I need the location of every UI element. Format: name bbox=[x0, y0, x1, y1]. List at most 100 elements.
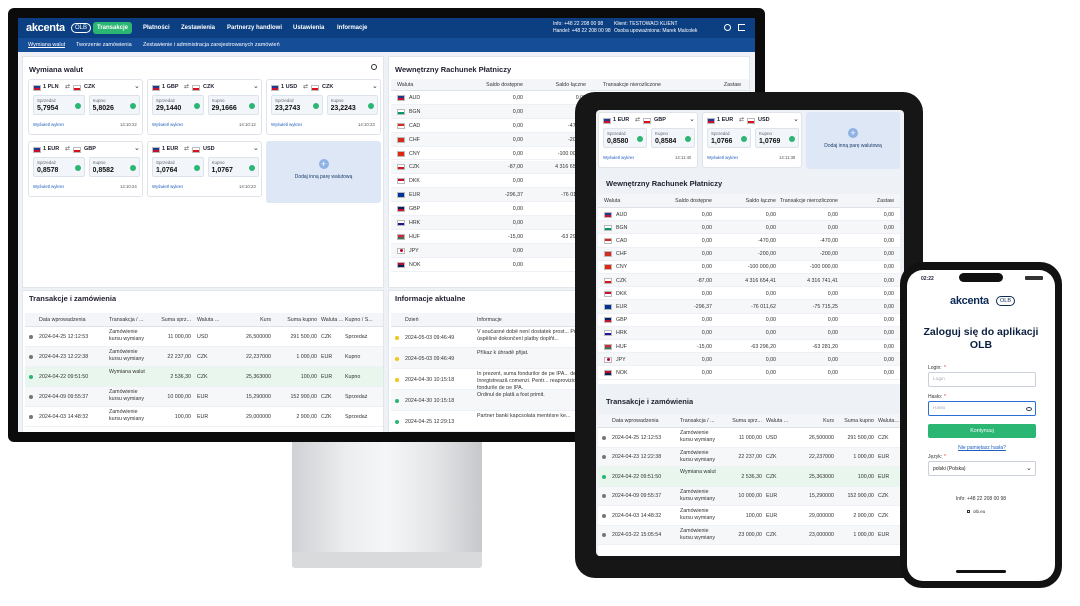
flag bbox=[152, 147, 160, 153]
text-input[interactable]: Login bbox=[928, 372, 1036, 387]
monitor-foot bbox=[292, 552, 482, 568]
rate-label: Kupno bbox=[330, 98, 344, 103]
rate-value: 1,0769 bbox=[759, 138, 781, 145]
chart-link[interactable]: Wyświetl wykres bbox=[152, 122, 184, 127]
nav-item[interactable]: Zestawienia bbox=[181, 25, 216, 31]
cell: 0,00 bbox=[765, 356, 776, 363]
cell: Zamówienie kursu wymiany bbox=[680, 449, 716, 463]
cell: 0,00 bbox=[512, 261, 523, 268]
cell: CAD bbox=[616, 237, 628, 244]
rate-box: Sprzedaż 23,2743 bbox=[271, 95, 323, 115]
table-row: 2024-04-03 14:48:32 Zamówienie kursu wymi… bbox=[598, 506, 900, 526]
login-title: Zaloguj się do aplikacji OLB bbox=[923, 326, 1039, 351]
add-pair-card[interactable]: + Dodaj inną parę walutową bbox=[266, 141, 381, 203]
cell: EUR bbox=[409, 192, 421, 199]
help-icon[interactable] bbox=[724, 24, 731, 31]
settings-icon[interactable] bbox=[371, 64, 377, 70]
nav-item[interactable]: Informacje bbox=[337, 25, 368, 31]
cell: -470,00 bbox=[758, 237, 776, 244]
chart-link[interactable]: Wyświetl wykres bbox=[33, 122, 65, 127]
rate-action[interactable] bbox=[685, 136, 691, 142]
transactions-panel: Transakcje i zamówienia Data wprowadzenia… bbox=[22, 290, 384, 432]
rate-action[interactable] bbox=[789, 136, 795, 142]
tablet-screen: 1 EUR ⇄ GBP ⌄ Sprzedaż 0,8580 Kupno 0,8584 Wyświ… bbox=[596, 110, 904, 556]
top-bar: akcenta OLB Transakcje Płatności Zestawienia… bbox=[18, 18, 755, 38]
status-dot bbox=[395, 335, 399, 340]
table-row: 2024-04-22 09:51:50 Wymiana walut 2 536,30… bbox=[25, 367, 383, 387]
rate-action[interactable] bbox=[637, 136, 643, 142]
rate-action[interactable] bbox=[193, 103, 200, 109]
swap-icon: ⇄ bbox=[65, 84, 71, 90]
chevron[interactable]: ⌄ bbox=[372, 83, 378, 90]
cell: 291 500,00 bbox=[290, 334, 317, 340]
rate-action[interactable] bbox=[249, 103, 255, 109]
cell: 2 536,30 bbox=[741, 473, 762, 480]
chevron[interactable]: ⌄ bbox=[134, 83, 140, 90]
rate-action[interactable] bbox=[74, 165, 81, 171]
rate-action[interactable] bbox=[130, 165, 136, 171]
table-row: 2024-04-23 12:22:38 Zamówienie kursu wymi… bbox=[598, 447, 900, 467]
rate-action[interactable] bbox=[312, 103, 319, 109]
chart-link[interactable]: Wyświetl wykres bbox=[707, 155, 739, 160]
cell: Zamówienie kursu wymiany bbox=[109, 329, 145, 342]
submit-button[interactable]: Kontynuuj bbox=[928, 424, 1036, 438]
table-row: 2024-04-25 12:12:53 Zamówienie kursu wymi… bbox=[598, 428, 900, 448]
rate-action[interactable] bbox=[193, 165, 200, 171]
cell: 2024-04-25 12:12:53 bbox=[39, 334, 89, 340]
flag bbox=[397, 220, 405, 227]
chart-link[interactable]: Wyświetl wykres bbox=[603, 155, 635, 160]
chevron[interactable]: ⌄ bbox=[689, 116, 695, 123]
cell: 0,00 bbox=[701, 369, 712, 376]
cell: 0,00 bbox=[827, 211, 838, 218]
flag bbox=[604, 211, 612, 218]
table-row: JPY 0,00 0,00 0,00 0,00 bbox=[598, 353, 900, 367]
cell: 2 900,00 bbox=[296, 414, 317, 420]
sub-nav-item[interactable]: Wymiana walut bbox=[28, 42, 66, 48]
rate-action[interactable] bbox=[368, 103, 374, 109]
rate-action[interactable] bbox=[741, 136, 747, 142]
rate-box: Kupno 1,0767 bbox=[207, 157, 259, 177]
flag bbox=[397, 192, 405, 199]
placeholder: Hasło bbox=[933, 406, 946, 411]
rate-action[interactable] bbox=[249, 165, 255, 171]
chart-link[interactable]: Wyświetl wykres bbox=[33, 184, 65, 189]
nav-item[interactable]: Płatności bbox=[143, 25, 170, 31]
nav-item[interactable]: Ustawienia bbox=[293, 25, 325, 31]
rate-box: Sprzedaż 1,0764 bbox=[152, 157, 204, 177]
cell: 2024-04-03 14:48:32 bbox=[39, 414, 89, 420]
rate-value: 1,0766 bbox=[711, 138, 733, 145]
status-icons bbox=[1025, 276, 1043, 280]
chevron[interactable]: ⌄ bbox=[253, 145, 259, 152]
text-input[interactable]: Hasło bbox=[928, 401, 1036, 416]
nav-item[interactable]: Transakcje bbox=[93, 22, 133, 34]
status-dot bbox=[395, 377, 399, 382]
rate-action[interactable] bbox=[130, 103, 136, 109]
cell: 0,00 bbox=[512, 206, 523, 213]
add-pair-card[interactable]: + Dodaj inną parę walutową bbox=[806, 112, 900, 169]
rate-value: 23,2743 bbox=[275, 105, 301, 112]
status-dot bbox=[29, 335, 33, 339]
chart-link[interactable]: Wyświetl wykres bbox=[271, 122, 303, 127]
rate-value: 23,2243 bbox=[330, 105, 356, 112]
cell: Zamówienie kursu wymiany bbox=[109, 409, 145, 422]
field-label: Hasło: bbox=[928, 394, 943, 400]
sub-nav-item[interactable]: Zestawienie i administracja zarejestrowa… bbox=[143, 42, 280, 48]
column-header: Saldo dostępne bbox=[675, 198, 712, 204]
table-row: CAD 0,00 -470,00 -470,00 0,00 bbox=[598, 234, 900, 248]
chevron[interactable]: ⌄ bbox=[253, 83, 259, 90]
chevron[interactable]: ⌄ bbox=[793, 116, 799, 123]
nav-item[interactable]: Partnerzy handlowi bbox=[227, 25, 283, 31]
logout-icon[interactable] bbox=[738, 24, 745, 31]
chart-link[interactable]: Wyświetl wykres bbox=[152, 184, 184, 189]
exchange-panel: Wymiana walut 1 PLN ⇄ CZK ⌄ Sprzedaż 5,7954 Kup… bbox=[22, 56, 384, 288]
rate-label: Kupno bbox=[92, 160, 106, 165]
cell: 0,00 bbox=[512, 178, 523, 185]
language-select[interactable]: polski (Polska) ⌄ bbox=[928, 461, 1036, 476]
chevron[interactable]: ⌄ bbox=[134, 145, 140, 152]
cell: CZK bbox=[616, 277, 627, 284]
forgot-link[interactable]: Nie pamiętasz hasła? bbox=[958, 445, 1006, 451]
rate-action[interactable] bbox=[74, 103, 81, 109]
swap-icon: ⇄ bbox=[635, 117, 641, 123]
sub-nav-item[interactable]: Tworzenie zamówienia bbox=[76, 42, 132, 48]
